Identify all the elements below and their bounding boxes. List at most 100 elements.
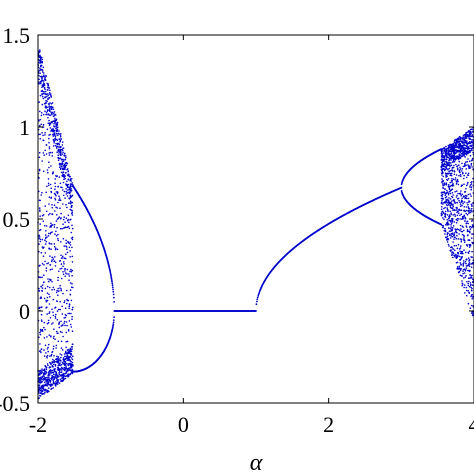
- data-point: [56, 145, 58, 148]
- data-point: [68, 312, 71, 315]
- data-point: [468, 201, 470, 203]
- data-point: [51, 155, 54, 157]
- data-point: [44, 105, 47, 108]
- data-point: [467, 174, 470, 176]
- data-point: [57, 356, 60, 358]
- data-point: [53, 377, 56, 379]
- data-point: [112, 288, 114, 291]
- data-point: [471, 287, 473, 290]
- data-point: [457, 137, 459, 140]
- data-point: [71, 261, 74, 263]
- data-point: [61, 331, 63, 334]
- data-point: [471, 211, 473, 213]
- data-point: [111, 280, 113, 283]
- data-point: [452, 256, 454, 259]
- data-point: [39, 276, 42, 279]
- data-point: [449, 165, 451, 168]
- data-point: [65, 367, 67, 370]
- data-point: [459, 229, 461, 232]
- data-point: [456, 214, 459, 217]
- data-point: [52, 373, 55, 376]
- data-point: [457, 141, 459, 144]
- data-point: [442, 198, 445, 200]
- data-point: [53, 243, 56, 245]
- data-point: [70, 352, 72, 355]
- data-point: [62, 255, 64, 258]
- data-point: [457, 209, 460, 211]
- data-point: [53, 328, 55, 331]
- data-point: [449, 234, 451, 237]
- data-point: [455, 158, 457, 160]
- data-point: [39, 369, 42, 372]
- data-point: [54, 134, 56, 137]
- data-point: [466, 183, 469, 185]
- data-point: [453, 154, 455, 157]
- data-point: [47, 262, 50, 264]
- data-point: [60, 165, 63, 168]
- data-point: [444, 210, 447, 213]
- data-point: [471, 237, 473, 239]
- data-point: [57, 237, 59, 240]
- data-point: [62, 218, 65, 221]
- data-point: [450, 246, 452, 249]
- data-point: [58, 162, 61, 165]
- data-point: [463, 241, 466, 243]
- data-point: [468, 243, 471, 246]
- data-point: [465, 176, 468, 179]
- data-point: [60, 164, 62, 166]
- data-point: [465, 226, 468, 228]
- data-point: [459, 224, 462, 227]
- data-point: [468, 142, 470, 145]
- data-point: [453, 145, 456, 147]
- data-point: [456, 247, 459, 250]
- data-point: [39, 124, 41, 127]
- data-point: [51, 280, 53, 283]
- data-point: [440, 214, 443, 217]
- data-point: [256, 296, 259, 299]
- data-point: [463, 286, 465, 289]
- data-point: [48, 286, 51, 289]
- data-point: [69, 189, 72, 191]
- data-point: [64, 221, 66, 223]
- data-point: [54, 233, 56, 235]
- data-point: [55, 129, 58, 131]
- data-point: [442, 160, 444, 163]
- data-point: [53, 360, 56, 363]
- data-point: [446, 235, 449, 238]
- data-point: [69, 208, 71, 211]
- data-point: [111, 282, 114, 285]
- data-point: [48, 105, 50, 107]
- data-point: [446, 219, 449, 221]
- data-point: [458, 160, 461, 163]
- data-point: [53, 355, 55, 357]
- data-point: [447, 177, 450, 180]
- data-point: [70, 312, 72, 315]
- data-point: [38, 156, 41, 159]
- data-point: [56, 300, 58, 302]
- data-point: [448, 201, 451, 204]
- data-point: [456, 266, 459, 268]
- data-point: [54, 368, 56, 370]
- data-point: [72, 355, 74, 358]
- data-point: [62, 273, 65, 276]
- data-point: [52, 379, 54, 382]
- data-point: [43, 349, 45, 351]
- data-point: [52, 363, 55, 366]
- data-point: [453, 161, 456, 163]
- data-point: [465, 209, 468, 212]
- data-point: [65, 184, 68, 187]
- data-point: [44, 371, 47, 373]
- data-point: [40, 306, 43, 309]
- data-point: [462, 260, 465, 262]
- data-point: [69, 289, 72, 291]
- data-point: [54, 120, 56, 123]
- data-point: [47, 387, 50, 389]
- data-point: [455, 143, 458, 146]
- data-point: [461, 204, 463, 207]
- data-point: [53, 142, 55, 144]
- data-point: [71, 269, 74, 272]
- data-point: [46, 292, 49, 295]
- data-point: [111, 286, 114, 289]
- data-point: [64, 275, 67, 278]
- data-point: [58, 322, 60, 325]
